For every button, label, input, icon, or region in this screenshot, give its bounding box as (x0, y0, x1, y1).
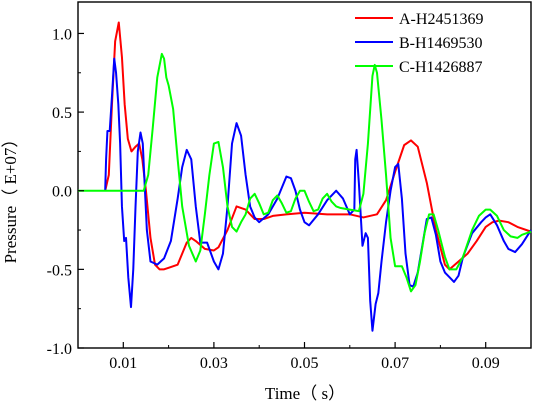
legend-label: A-H2451369 (399, 11, 483, 28)
plot-area (77, 1, 532, 349)
y-tick-label: -0.5 (47, 262, 72, 279)
series-line-2 (104, 57, 532, 332)
x-tick-label: 0.01 (109, 355, 137, 372)
legend-label: B-H1469530 (399, 35, 483, 52)
x-tick-label: 0.09 (472, 355, 500, 372)
axes-layer: 0.01 0.03 0.05 0.07 0.09 -1.0 -0.5 0.0 0.5 1.0 (47, 26, 500, 372)
y-axis-title: Pressure（ E+07） (1, 131, 20, 264)
y-tick-label: 0.5 (52, 105, 72, 122)
x-axis-title: Time（ s） (265, 384, 345, 403)
plot-border (77, 1, 532, 349)
series-line-3 (78, 52, 532, 293)
legend-label: C-H1426887 (399, 59, 483, 76)
y-tick-label: -1.0 (47, 341, 72, 358)
series-layer (78, 21, 532, 332)
x-tick-label: 0.05 (291, 355, 319, 372)
x-tick-label: 0.07 (381, 355, 409, 372)
legend: A-H2451369 B-H1469530 C-H1426887 (355, 11, 483, 76)
y-tick-label: 0.0 (52, 184, 72, 201)
x-tick-label: 0.03 (200, 355, 228, 372)
y-tick-label: 1.0 (52, 26, 72, 43)
